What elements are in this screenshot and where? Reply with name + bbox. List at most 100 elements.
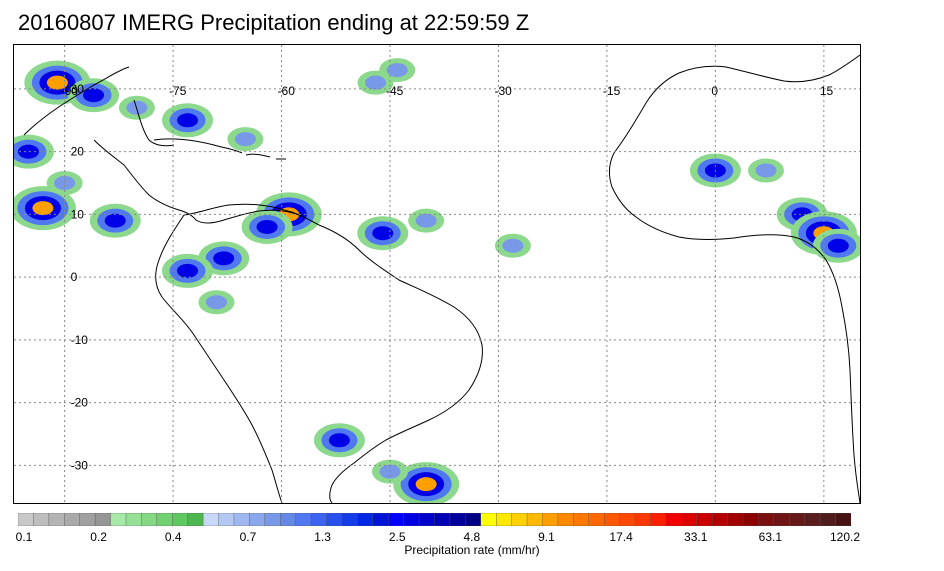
colorbar-swatch bbox=[742, 513, 759, 526]
colorbar-swatch bbox=[696, 513, 713, 526]
colorbar-swatch bbox=[141, 513, 158, 526]
colorbar-swatch bbox=[403, 513, 420, 526]
colorbar-swatch bbox=[804, 513, 821, 526]
precip-cell bbox=[827, 238, 849, 253]
lat-label: -30 bbox=[71, 458, 89, 472]
colorbar-swatch bbox=[665, 513, 682, 526]
colorbar-swatch bbox=[526, 513, 543, 526]
lon-label: 0 bbox=[711, 84, 718, 98]
precip-cell bbox=[328, 433, 350, 448]
colorbar-swatch bbox=[202, 513, 220, 526]
precipitation-layer bbox=[14, 58, 860, 503]
gridlines bbox=[14, 45, 860, 503]
lat-label: -10 bbox=[71, 333, 89, 347]
precip-cell bbox=[205, 295, 227, 310]
colorbar-swatch bbox=[727, 513, 744, 526]
colorbar-label: 63.1 bbox=[758, 530, 783, 544]
lon-label: 15 bbox=[820, 84, 834, 98]
coastline-layer bbox=[23, 54, 860, 503]
precip-cell bbox=[32, 201, 54, 216]
precip-cell bbox=[256, 219, 278, 234]
colorbar-label: 120.2 bbox=[829, 530, 861, 544]
colorbar-swatch bbox=[18, 513, 34, 526]
map-canvas: -90 -75 -60 -45 -30 -15 0 15 30 20 10 0 -10 -20 -30 bbox=[14, 45, 860, 503]
colorbar-swatch bbox=[758, 513, 775, 526]
colorbar-swatch bbox=[218, 513, 235, 526]
colorbar-swatch bbox=[172, 513, 189, 526]
map-title: 20160807 IMERG Precipitation ending at 2… bbox=[18, 10, 530, 35]
colorbar-swatch bbox=[511, 513, 528, 526]
colorbar-swatch bbox=[835, 513, 851, 526]
lon-label: -75 bbox=[169, 84, 187, 98]
colorbar-label: 0.4 bbox=[164, 530, 182, 544]
colorbar-swatch bbox=[233, 513, 250, 526]
precip-cell bbox=[415, 477, 437, 492]
coastline-africa bbox=[609, 54, 860, 503]
coastline-cuba bbox=[153, 138, 243, 154]
precip-cell bbox=[83, 88, 105, 103]
colorbar-swatch bbox=[125, 513, 142, 526]
precip-cell bbox=[365, 75, 387, 90]
colorbar-label: 1.3 bbox=[314, 530, 331, 544]
precip-cell bbox=[502, 238, 524, 253]
colorbar-swatch bbox=[681, 513, 698, 526]
colorbar-swatch bbox=[94, 513, 112, 526]
colorbar-swatch bbox=[542, 513, 559, 526]
precip-cell bbox=[54, 176, 76, 191]
colorbar-label: 9.1 bbox=[538, 530, 555, 544]
colorbar-swatch bbox=[789, 513, 806, 526]
precip-cell bbox=[372, 226, 394, 241]
colorbar-swatch bbox=[110, 513, 127, 526]
colorbar-swatch bbox=[388, 513, 405, 526]
colorbar-label: 33.1 bbox=[684, 530, 708, 544]
precip-cell bbox=[177, 113, 199, 128]
colorbar-title: Precipitation rate (mm/hr) bbox=[404, 543, 540, 557]
precip-cell bbox=[104, 213, 126, 228]
precip-cell bbox=[177, 263, 199, 278]
colorbar-swatch bbox=[187, 513, 204, 526]
lon-label: -15 bbox=[603, 84, 621, 98]
colorbar-swatch bbox=[357, 513, 374, 526]
latitude-labels: 30 20 10 0 -10 -20 -30 bbox=[71, 82, 89, 472]
colorbar-swatch bbox=[819, 513, 837, 526]
colorbar-swatch bbox=[48, 513, 65, 526]
colorbar-swatch bbox=[341, 513, 358, 526]
precip-cell bbox=[234, 132, 256, 147]
colorbar-label: 0.2 bbox=[90, 530, 107, 544]
colorbar-swatch bbox=[465, 513, 482, 526]
precip-cell bbox=[213, 251, 235, 266]
colorbar-label: 17.4 bbox=[609, 530, 633, 544]
colorbar-label: 0.1 bbox=[15, 530, 33, 544]
lon-label: -60 bbox=[278, 84, 296, 98]
colorbar-label: 2.5 bbox=[388, 530, 406, 544]
colorbar-swatch bbox=[326, 513, 343, 526]
lat-label: 20 bbox=[71, 145, 85, 159]
colorbar-swatch bbox=[603, 513, 621, 526]
colorbar-swatch bbox=[557, 513, 574, 526]
lat-label: 30 bbox=[71, 82, 85, 96]
precip-cell bbox=[46, 75, 68, 90]
colorbar-swatch bbox=[33, 513, 50, 526]
colorbar-swatch bbox=[372, 513, 389, 526]
colorbar-swatch bbox=[434, 513, 451, 526]
colorbar bbox=[18, 513, 851, 526]
longitude-labels: -90 -75 -60 -45 -30 -15 0 15 bbox=[61, 84, 834, 98]
precipitation-map: -90 -75 -60 -45 -30 -15 0 15 30 20 10 0 -10 -20 -30 bbox=[13, 44, 861, 504]
colorbar-swatch bbox=[449, 513, 466, 526]
colorbar-swatch bbox=[480, 513, 497, 526]
lon-label: -45 bbox=[386, 84, 404, 98]
colorbar-swatch bbox=[79, 513, 96, 526]
colorbar-labels: 0.1 0.2 0.4 0.7 1.3 2.5 4.8 9.1 17.4 33.1 63.1 120.… bbox=[0, 530, 944, 544]
colorbar-swatch bbox=[650, 513, 667, 526]
coastline-hispaniola bbox=[245, 153, 271, 158]
lat-label: -20 bbox=[71, 396, 89, 410]
colorbar-swatch bbox=[156, 513, 173, 526]
colorbar-swatch bbox=[264, 513, 281, 526]
coastline-south-america bbox=[155, 203, 483, 503]
colorbar-swatch bbox=[64, 513, 81, 526]
lon-label: -90 bbox=[61, 84, 79, 98]
precip-cell bbox=[386, 63, 408, 78]
colorbar-swatch bbox=[588, 513, 605, 526]
colorbar-swatch bbox=[573, 513, 590, 526]
colorbar-swatch bbox=[711, 513, 729, 526]
